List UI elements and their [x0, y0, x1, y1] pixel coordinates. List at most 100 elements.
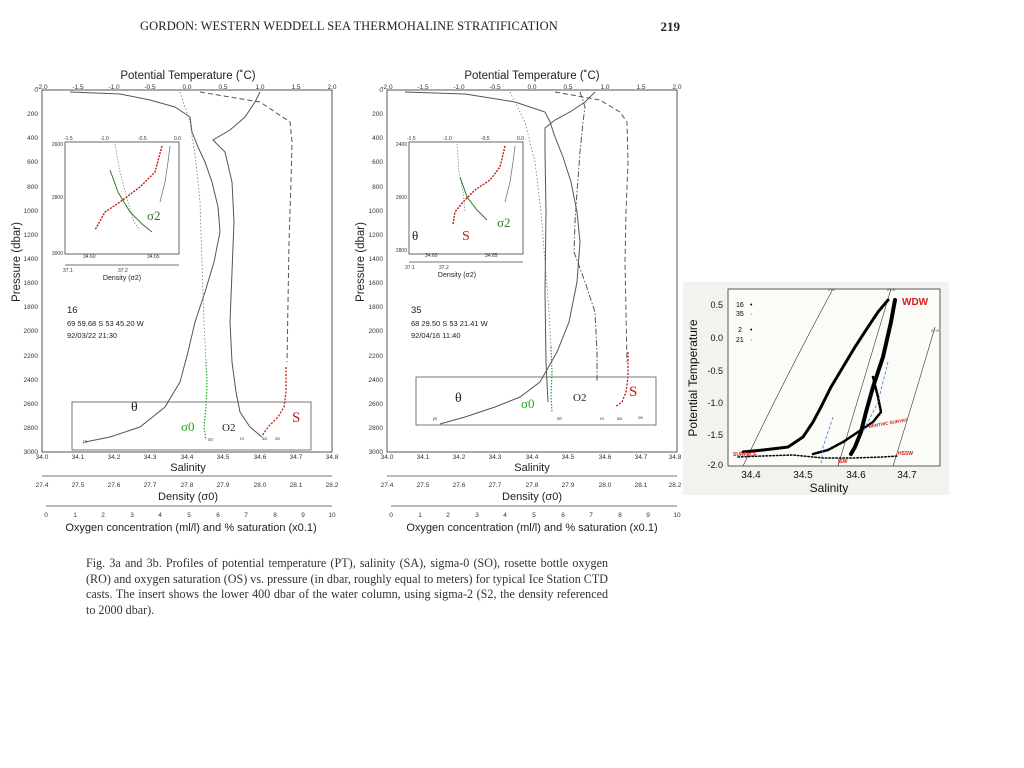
inset-label-s: S — [462, 229, 470, 244]
label-sigma0: σ0 — [181, 419, 195, 434]
ts-y-tick: -1.5 — [707, 430, 723, 440]
salinity-tick: 34.5 — [217, 454, 230, 461]
top-axis-label: Potential Temperature (˚C) — [464, 70, 599, 82]
salinity-tick: 34.1 — [417, 454, 430, 461]
label-s: S — [629, 384, 637, 400]
isopycnal-label: 27.8 — [887, 287, 896, 292]
label-theta: θ — [131, 400, 138, 415]
page-header: GORDON: WESTERN WEDDELL SEA THERMOHALINE… — [140, 19, 680, 39]
ts-y-tick: 0.0 — [710, 333, 723, 343]
ts-y-label: Potential Temperature — [686, 319, 700, 437]
sigma0-green-segment — [203, 361, 208, 441]
density-tick: 27.6 — [453, 482, 466, 489]
inset-y-tick: 2600 — [396, 195, 407, 201]
ts-x-tick: 34.4 — [741, 470, 761, 481]
inset-top-tick: 0.0 — [174, 136, 181, 142]
density-axis-label: Density (σ0) — [158, 491, 218, 503]
salinity-curve — [212, 91, 263, 438]
ts-y-tick: -2.0 — [707, 460, 723, 470]
inset-y-tick: 2800 — [52, 195, 63, 201]
y-tick-label: 1200 — [24, 232, 39, 239]
salinity-red-segment — [261, 367, 287, 437]
tiny-curve-tags: pt s0 ro sa os — [433, 415, 644, 421]
inset-top-tick: -0.5 — [138, 136, 147, 142]
y-tick-label: 2600 — [369, 401, 384, 408]
top-axis: -2.0 -1.5 -1.0 -0.5 0.0 0.5 1.0 1.5 2.0 — [36, 84, 336, 91]
inset-bottom-ticks: 34.60 34.65 37.1 37.2 — [63, 254, 160, 274]
inset-red-curve — [452, 145, 506, 225]
density-tick: 27.5 — [72, 482, 85, 489]
density-tick: 28.0 — [599, 482, 612, 489]
tag-ro: ro — [240, 436, 244, 441]
oxygen-axis: 0 1 2 3 4 5 6 7 8 9 10 — [389, 512, 681, 519]
salinity-tick: 34.3 — [144, 454, 157, 461]
top-tick-label: -0.5 — [144, 84, 156, 91]
density-tick: 28.2 — [326, 482, 339, 489]
y-tick-label: 400 — [372, 135, 383, 142]
oxygen-dashdot-curve — [573, 91, 598, 382]
tag-pt: pt — [433, 416, 438, 421]
y-tick-label: 2200 — [369, 353, 384, 360]
sigma0-green-segment — [550, 346, 553, 413]
top-axis: -2.0 -1.5 -1.0 -0.5 0.0 0.5 1.0 1.5 2.0 — [381, 84, 681, 91]
y-tick-label: 2600 — [24, 401, 39, 408]
y-tick-label: 2800 — [369, 425, 384, 432]
top-tick-label: -1.5 — [417, 84, 429, 91]
oxygen-tick: 2 — [446, 512, 450, 519]
salinity-tick: 34.3 — [489, 454, 502, 461]
inset-sal-tick: 34.65 — [147, 254, 160, 260]
top-tick-label: 1.0 — [600, 84, 609, 91]
oxygen-tick: 10 — [673, 512, 681, 519]
oxygen-tick: 1 — [73, 512, 77, 519]
isopycnal-line — [742, 288, 834, 467]
density-tick: 27.9 — [562, 482, 575, 489]
legend-marker: • — [750, 302, 753, 309]
inset-den-tick: 37.2 — [118, 268, 128, 274]
isopycnal-line — [892, 326, 936, 467]
oxygen-tick: 6 — [561, 512, 565, 519]
ts-data-main — [849, 298, 897, 456]
tag-ro: ro — [600, 416, 604, 421]
inset-red-curve — [94, 145, 163, 231]
top-tick-label: -1.0 — [108, 84, 120, 91]
tag-pt: pt — [83, 439, 88, 444]
y-tick-label: 400 — [27, 135, 38, 142]
salinity-tick: 34.6 — [599, 454, 612, 461]
sigma0-dotted-curve — [509, 91, 552, 348]
legend-marker: · — [750, 311, 752, 318]
inset-top-tick: -1.5 — [407, 136, 416, 142]
inset-top-tick: -1.5 — [64, 136, 73, 142]
inset-sal-tick: 34.60 — [425, 253, 438, 259]
y-tick-label: 1800 — [24, 304, 39, 311]
oxygen-axis-label: Oxygen concentration (ml/l) and % satura… — [65, 522, 316, 534]
inset-den-tick: 37.2 — [439, 265, 449, 271]
top-tick-label: -2.0 — [36, 84, 48, 91]
label-surface: SURFACE — [733, 452, 758, 458]
inset-top-axis: -1.5 -1.0 -0.5 0.0 — [64, 136, 181, 142]
y-tick-label: 2400 — [24, 377, 39, 384]
oxygen-tick: 6 — [216, 512, 220, 519]
salinity-tick: 34.7 — [290, 454, 303, 461]
y-tick-label: 1400 — [369, 256, 384, 263]
inset-sal-tick: 34.60 — [83, 254, 96, 260]
inset-y-axis: 2400 2600 2800 — [396, 142, 407, 254]
isopycnal-label: 27.9 — [931, 328, 940, 333]
y-tick-label: 1600 — [369, 280, 384, 287]
density-tick: 27.8 — [181, 482, 194, 489]
top-tick-label: -2.0 — [381, 84, 393, 91]
salinity-tick: 34.4 — [181, 454, 194, 461]
station-position: 68 29.50 S 53 21.41 W — [411, 319, 489, 328]
salinity-axis: 34.0 34.1 34.2 34.3 34.4 34.5 34.6 34.7 … — [381, 454, 682, 461]
oxygen-tick: 1 — [418, 512, 422, 519]
station-number: 16 — [67, 305, 78, 316]
y-tick-label: 2000 — [369, 328, 384, 335]
y-axis: 0 200 400 600 800 1000 1200 1400 1600 18… — [24, 87, 39, 456]
y-tick-label: 0 — [34, 87, 38, 94]
label-isw: ISW — [838, 459, 848, 465]
inset-y-tick: 2800 — [396, 248, 407, 254]
ts-x-axis: 34.4 34.5 34.6 34.7 — [741, 470, 917, 481]
y-tick-label: 2000 — [24, 328, 39, 335]
density-tick: 28.0 — [254, 482, 267, 489]
y-tick-label: 800 — [372, 184, 383, 191]
tiny-curve-tags: pt s0 ro sa os — [83, 436, 281, 444]
